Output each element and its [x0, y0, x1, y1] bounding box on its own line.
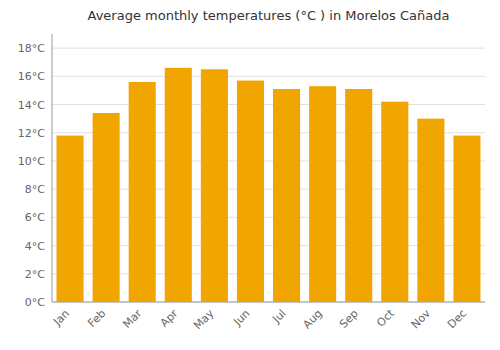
y-tick-label: 0°C	[25, 296, 45, 309]
x-tick-label: Dec	[445, 307, 469, 331]
x-tick-label: Aug	[300, 307, 324, 331]
bar	[129, 82, 156, 302]
x-tick-label: Sep	[337, 307, 361, 331]
bar	[237, 81, 264, 302]
title: Average monthly temperatures (°C ) in Mo…	[88, 8, 450, 23]
x-tick-label: Jan	[50, 307, 72, 329]
x-axis: Jan Feb Mar Apr May Jun Jul Aug Sep Oct Nov Dec	[50, 306, 469, 332]
y-tick-label: 18°C	[18, 42, 45, 55]
chart-container: 0°C 2°C 4°C 6°C 8°C 10°C 12°C 14°C 16°C 18°C Jan Fe…	[0, 0, 500, 350]
y-tick-label: 10°C	[18, 155, 45, 168]
bar	[165, 68, 192, 302]
y-tick-label: 2°C	[25, 268, 45, 281]
bar	[381, 102, 408, 302]
x-tick-label: Jul	[269, 307, 288, 326]
y-tick-label: 16°C	[18, 70, 45, 83]
x-tick-label: Oct	[374, 306, 397, 329]
chart-svg: 0°C 2°C 4°C 6°C 8°C 10°C 12°C 14°C 16°C 18°C Jan Fe…	[0, 0, 500, 350]
bar	[417, 119, 444, 302]
x-tick-label: Apr	[158, 307, 181, 330]
y-axis: 0°C 2°C 4°C 6°C 8°C 10°C 12°C 14°C 16°C 18°C	[18, 34, 485, 309]
y-grid-line	[52, 76, 485, 77]
y-tick-label: 8°C	[25, 183, 45, 196]
y-tick-label: 4°C	[25, 240, 45, 253]
bar	[201, 69, 228, 302]
x-tick-label: Mar	[120, 307, 144, 331]
x-tick-label: Feb	[85, 307, 108, 330]
x-tick-label: May	[191, 307, 217, 333]
y-tick-label: 14°C	[18, 99, 45, 112]
y-grid-line	[52, 104, 485, 105]
bar	[93, 113, 120, 302]
bar	[345, 89, 372, 302]
bar	[453, 136, 480, 302]
y-tick-label: 12°C	[18, 127, 45, 140]
x-tick-label: Nov	[409, 307, 434, 332]
y-tick-label: 6°C	[25, 211, 45, 224]
x-tick-label: Jun	[231, 307, 253, 329]
bar	[309, 86, 336, 302]
bars	[57, 68, 481, 302]
y-axis-line	[52, 34, 53, 302]
bar	[57, 136, 84, 302]
y-grid-line	[52, 48, 485, 49]
bar	[273, 89, 300, 302]
grid	[52, 48, 485, 302]
